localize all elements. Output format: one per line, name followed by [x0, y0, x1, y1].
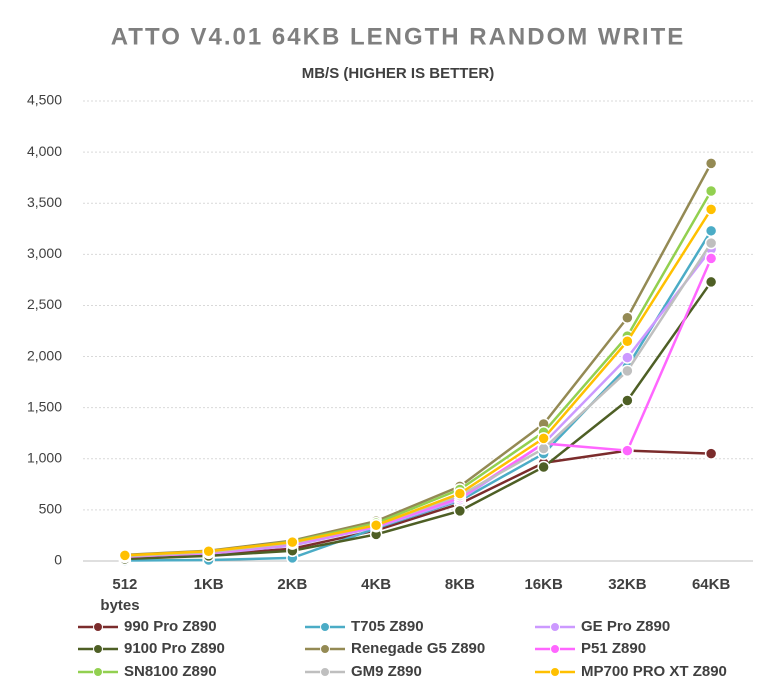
data-point — [704, 203, 718, 216]
x-tick-label: 64KB — [692, 576, 731, 593]
legend-label: SN8100 Z890 — [124, 663, 217, 680]
data-point — [537, 432, 550, 445]
legend-label: GM9 Z890 — [351, 663, 422, 680]
legend-marker — [320, 622, 330, 632]
data-point — [704, 184, 718, 198]
data-point — [621, 364, 634, 378]
legend-label: GE Pro Z890 — [581, 618, 670, 635]
y-tick-label: 2,000 — [27, 347, 62, 363]
legend-label: 990 Pro Z890 — [124, 618, 217, 635]
data-point — [202, 545, 215, 558]
legend-marker — [93, 667, 103, 677]
data-point — [621, 311, 634, 324]
chart-subtitle: MB/S (HIGHER IS BETTER) — [302, 65, 495, 82]
legend-label: P51 Z890 — [581, 640, 646, 657]
legend-label: MP700 PRO XT Z890 — [581, 663, 727, 680]
legend-marker — [550, 667, 560, 677]
data-point — [704, 236, 718, 250]
legend-label: Renegade G5 Z890 — [351, 640, 485, 657]
y-tick-label: 4,500 — [27, 92, 62, 108]
data-point — [537, 460, 550, 474]
x-tick-label: 512 — [112, 576, 137, 593]
data-point — [286, 535, 299, 549]
x-tick-label: 4KB — [361, 576, 391, 593]
data-point — [118, 549, 132, 562]
data-point — [369, 518, 383, 532]
legend-label: T705 Z890 — [351, 618, 424, 635]
y-tick-label: 3,000 — [27, 245, 62, 261]
legend-label: 9100 Pro Z890 — [124, 640, 225, 657]
data-point — [704, 447, 718, 460]
y-tick-label: 3,500 — [27, 194, 62, 210]
data-point — [704, 275, 718, 289]
legend-marker — [93, 622, 103, 632]
data-point — [621, 394, 634, 407]
x-tick-label: 32KB — [608, 576, 647, 593]
data-point — [537, 442, 550, 455]
y-tick-label: 1,500 — [27, 398, 62, 414]
data-point — [621, 351, 634, 364]
x-tick-label: 2KB — [277, 576, 307, 593]
data-point — [704, 252, 718, 265]
series-line — [124, 208, 713, 557]
y-tick-label: 0 — [54, 552, 62, 568]
legend-marker — [320, 644, 330, 654]
legend-marker — [93, 644, 103, 654]
data-point — [453, 487, 467, 500]
data-point — [704, 157, 718, 170]
data-point — [704, 224, 718, 238]
chart-title: ATTO V4.01 64KB LENGTH RANDOM WRITE — [111, 23, 686, 50]
x-axis-label: bytes — [100, 597, 139, 614]
y-tick-label: 500 — [39, 501, 63, 517]
y-tick-label: 1,000 — [27, 449, 62, 465]
x-tick-label: 1KB — [194, 576, 224, 593]
x-tick-label: 8KB — [445, 576, 475, 593]
series-line — [124, 281, 713, 561]
legend-marker — [320, 667, 330, 677]
data-point — [621, 444, 634, 457]
y-tick-label: 2,500 — [27, 296, 62, 312]
y-tick-label: 4,000 — [27, 143, 62, 159]
x-tick-label: 16KB — [524, 576, 563, 593]
legend-marker — [550, 622, 560, 632]
data-point — [453, 504, 467, 518]
data-point — [621, 334, 634, 348]
legend-marker — [550, 644, 560, 654]
